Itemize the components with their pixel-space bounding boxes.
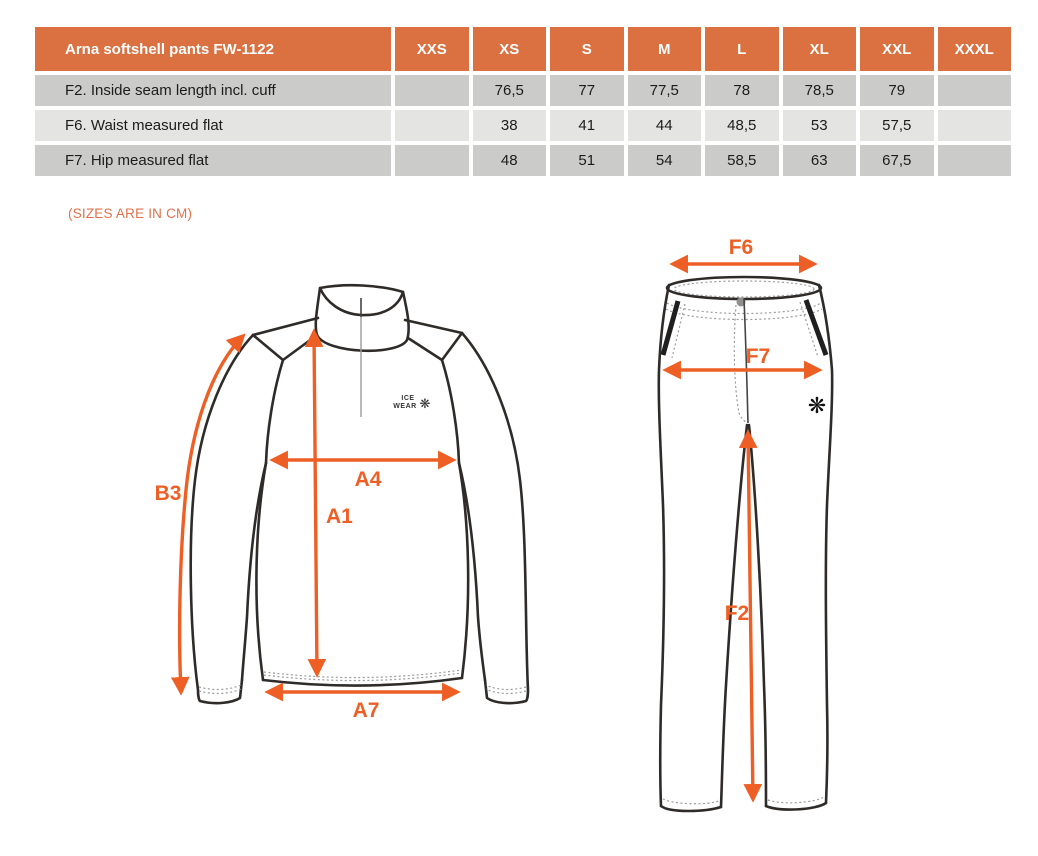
- cell-value: 67,5: [860, 145, 934, 176]
- size-col-xs: XS: [472, 27, 546, 71]
- right-sleeve-outline: [460, 331, 530, 705]
- right-pocket-opening: [803, 299, 829, 356]
- f7-label: F7: [746, 345, 771, 368]
- cell-value: 78: [705, 75, 779, 106]
- body-left-edge: [255, 461, 268, 682]
- table-row-waist: F6. Waist measured flat 38 41 44 48,5 53…: [35, 110, 1011, 141]
- cell-value: [937, 110, 1011, 141]
- a7-label: A7: [353, 699, 380, 722]
- size-col-xxl: XXL: [860, 27, 934, 71]
- a4-label: A4: [355, 468, 382, 491]
- brand-logo-line2: WEAR: [393, 403, 416, 410]
- size-col-s: S: [550, 27, 624, 71]
- cell-value: 78,5: [782, 75, 856, 106]
- b3-sleeve-arrow: [170, 333, 246, 696]
- f2-label: F2: [725, 602, 750, 625]
- left-raglan-seam: [264, 358, 285, 465]
- right-leg-outer-edge: [817, 283, 834, 805]
- cell-value: [395, 110, 469, 141]
- cell-value: [395, 145, 469, 176]
- cell-value: 77,5: [627, 75, 701, 106]
- cell-value: 63: [782, 145, 856, 176]
- pants-diagram: ❋ F6 F7 F2: [657, 236, 834, 813]
- cell-value: [937, 75, 1011, 106]
- collar-outline: [314, 286, 410, 353]
- size-col-l: L: [705, 27, 779, 71]
- cell-value: [937, 145, 1011, 176]
- size-col-xxxl: XXXL: [937, 27, 1011, 71]
- right-hem-stitching: [767, 796, 825, 804]
- size-table: Arna softshell pants FW-1122 XXS XS S M …: [31, 23, 1015, 180]
- cell-value: 38: [472, 110, 546, 141]
- cell-value: 58,5: [705, 145, 779, 176]
- table-row-inseam: F2. Inside seam length incl. cuff 76,5 7…: [35, 75, 1011, 106]
- cell-value: 79: [860, 75, 934, 106]
- hem-stitching: [263, 669, 462, 682]
- b3-label: B3: [155, 482, 182, 505]
- snowflake-icon: ❋: [808, 393, 826, 418]
- snowflake-icon: ❋: [420, 396, 431, 411]
- size-col-m: M: [627, 27, 701, 71]
- cell-value: 44: [627, 110, 701, 141]
- left-pocket-opening: [660, 300, 681, 356]
- cell-value: 57,5: [860, 110, 934, 141]
- a1-length-arrow: [304, 328, 327, 678]
- fly-stitching: [733, 304, 748, 424]
- row-label: F6. Waist measured flat: [35, 110, 391, 141]
- left-cuff-stitching: [198, 684, 242, 695]
- cell-value: 48,5: [705, 110, 779, 141]
- right-shoulder-seams: [403, 318, 464, 362]
- cell-value: 77: [550, 75, 624, 106]
- cell-value: 54: [627, 145, 701, 176]
- shirt-diagram: ICE WEAR ❋ B3 A4 A1 A7: [155, 283, 530, 722]
- right-sleeve-inner-edge: [457, 461, 487, 682]
- cell-value: 41: [550, 110, 624, 141]
- waist-opening-stitching: [673, 280, 815, 298]
- f6-label: F6: [729, 236, 754, 259]
- left-hem-edge: [659, 804, 723, 813]
- right-hem-edge: [764, 801, 828, 811]
- row-label: F2. Inside seam length incl. cuff: [35, 75, 391, 106]
- size-table-header-row: Arna softshell pants FW-1122 XXS XS S M …: [35, 27, 1011, 71]
- product-title-cell: Arna softshell pants FW-1122: [35, 27, 391, 71]
- cell-value: 48: [472, 145, 546, 176]
- cell-value: 51: [550, 145, 624, 176]
- waist-opening: [665, 275, 823, 301]
- table-row-hip: F7. Hip measured flat 48 51 54 58,5 63 6…: [35, 145, 1011, 176]
- left-leg-outer-edge: [657, 283, 671, 808]
- cell-value: 76,5: [472, 75, 546, 106]
- size-col-xl: XL: [782, 27, 856, 71]
- cell-value: [395, 75, 469, 106]
- hem-edge: [261, 676, 464, 687]
- right-cuff-stitching: [485, 684, 527, 695]
- left-pocket-stitching: [671, 303, 686, 359]
- left-hem-stitching: [662, 798, 720, 805]
- right-raglan-seam: [440, 358, 461, 465]
- left-shoulder-seams: [251, 316, 320, 362]
- f2-inseam-arrow: [738, 429, 763, 803]
- a1-label: A1: [326, 505, 353, 528]
- sizes-unit-note: (SIZES ARE IN CM): [68, 206, 193, 221]
- body-right-edge: [457, 461, 470, 680]
- collar-opening: [318, 283, 405, 317]
- size-col-xxs: XXS: [395, 27, 469, 71]
- cell-value: 53: [782, 110, 856, 141]
- row-label: F7. Hip measured flat: [35, 145, 391, 176]
- right-pocket-stitching: [799, 301, 819, 358]
- brand-logo-line1: ICE: [401, 395, 414, 402]
